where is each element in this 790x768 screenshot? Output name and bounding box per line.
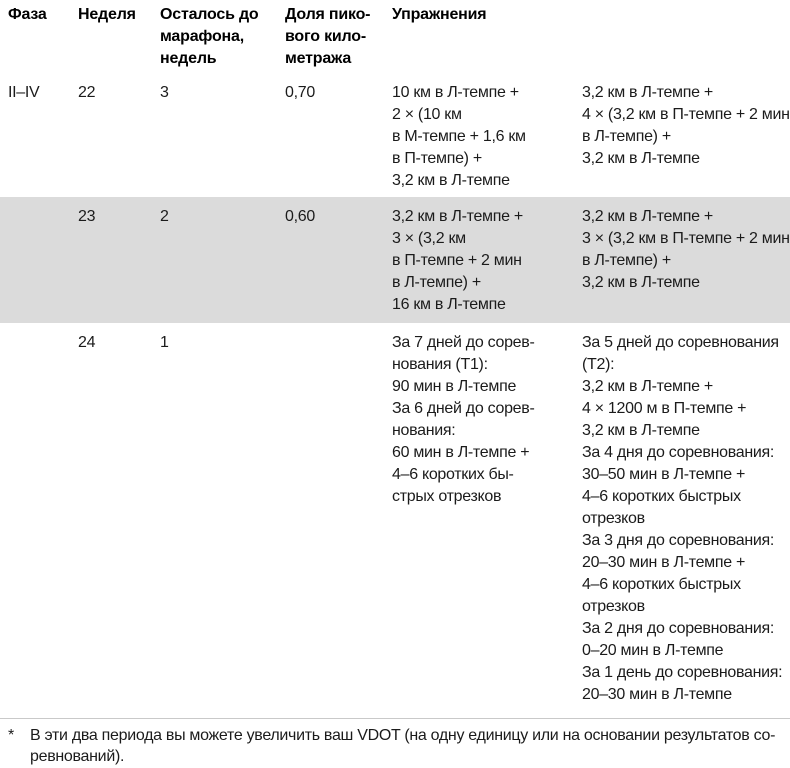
cell-exercise-primary: За 7 дней до сорев- нования (Т1): 90 мин… xyxy=(392,334,535,505)
cell-exercise-primary: 10 км в Л-темпе + 2 × (10 км в М-темпе +… xyxy=(392,84,526,189)
cell-phase: II–IV xyxy=(8,84,40,101)
table-bottom-rule xyxy=(0,718,790,719)
header-exercises: Упражнения xyxy=(392,6,487,23)
footnote: * В эти два периода вы можете увеличить … xyxy=(0,725,790,767)
cell-week: 22 xyxy=(78,84,96,101)
cell-peak-share: 0,70 xyxy=(285,84,315,101)
header-week: Неделя xyxy=(78,6,136,23)
table-row-week-22: II–IV 22 3 0,70 10 км в Л-темпе + 2 × (1… xyxy=(0,76,790,197)
cell-peak-share xyxy=(285,332,392,706)
footnote-asterisk: * xyxy=(8,727,15,744)
cell-weeks-left: 3 xyxy=(160,84,169,101)
cell-weeks-left: 1 xyxy=(160,334,169,351)
header-weeks-left: Осталось до марафона, недель xyxy=(160,6,259,67)
cell-week: 23 xyxy=(78,208,96,225)
table-row-week-24: 24 1 За 7 дней до сорев- нования (Т1): 9… xyxy=(0,323,790,714)
cell-exercise-primary: 3,2 км в Л-темпе + 3 × (3,2 км в П-темпе… xyxy=(392,208,523,313)
cell-phase xyxy=(8,332,78,706)
cell-weeks-left: 2 xyxy=(160,208,169,225)
header-peak-share: Доля пико- вого кило- метража xyxy=(285,6,371,67)
cell-week: 24 xyxy=(78,334,96,351)
cell-phase xyxy=(8,206,78,316)
header-phase: Фаза xyxy=(8,6,47,23)
table-row-week-23: 23 2 0,60 3,2 км в Л-темпе + 3 × (3,2 км… xyxy=(0,197,790,323)
cell-exercise-secondary: За 5 дней до соревнования (Т2): 3,2 км в… xyxy=(582,334,783,703)
table-header-row: Фаза Неделя Осталось до марафона, недель… xyxy=(0,0,790,76)
cell-exercise-secondary: 3,2 км в Л-темпе + 3 × (3,2 км в П-темпе… xyxy=(582,208,790,291)
cell-exercise-secondary: 3,2 км в Л-темпе + 4 × (3,2 км в П-темпе… xyxy=(582,84,790,167)
cell-peak-share: 0,60 xyxy=(285,208,315,225)
footnote-text: В эти два периода вы можете увеличить ва… xyxy=(30,727,776,765)
